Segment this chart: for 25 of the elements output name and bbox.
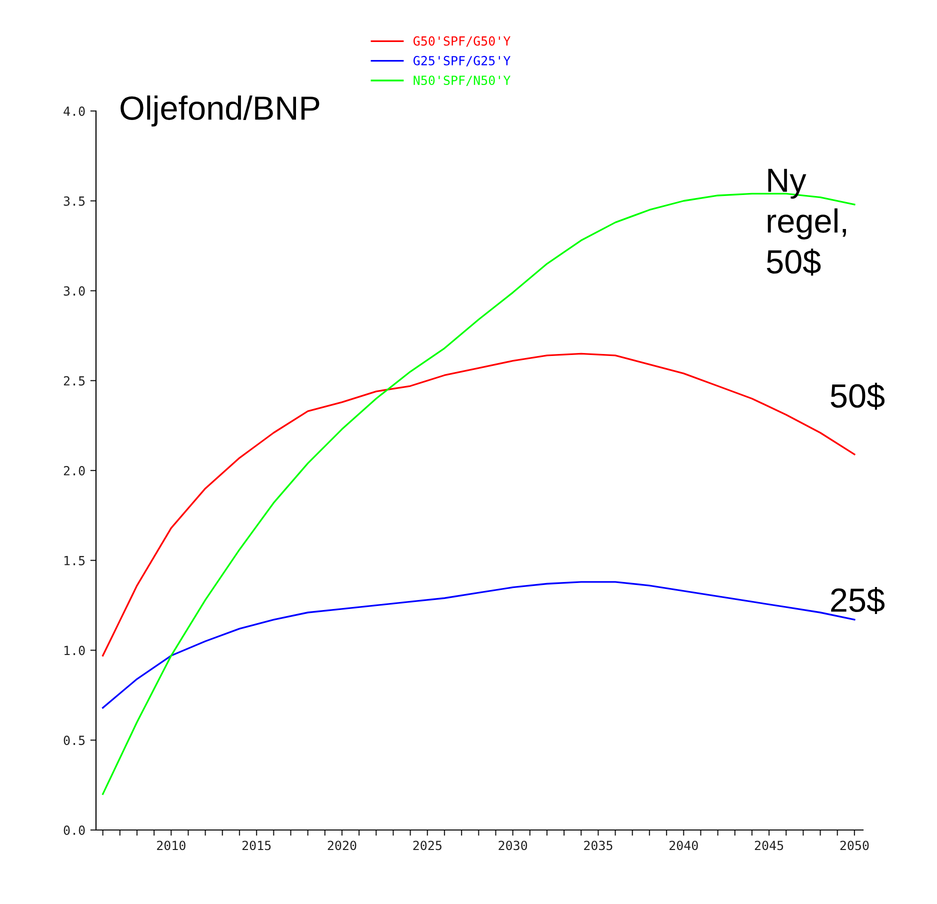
- x-tick-label: 2025: [413, 840, 442, 850]
- x-tick-label: 2045: [754, 840, 784, 850]
- x-tick-label: 2040: [670, 840, 698, 850]
- x-tick-label: 2050: [840, 840, 869, 850]
- x-tick-label: 2035: [584, 840, 612, 850]
- y-tick-label: 1.5: [64, 556, 85, 566]
- x-tick-label: 2010: [157, 840, 186, 850]
- legend-label: G50'SPF/G50'Y: [413, 36, 510, 47]
- y-tick-label: 0.5: [64, 736, 85, 746]
- annotation: 50$: [830, 382, 885, 410]
- annotation: 25$: [831, 586, 885, 614]
- y-tick-label: 4.0: [64, 106, 85, 116]
- y-tick-label: 3.0: [64, 286, 85, 296]
- y-tick-label: 0.0: [64, 826, 85, 835]
- legend-label: G25'SPF/G25'Y: [413, 56, 510, 66]
- y-tick-label: 2.0: [64, 466, 85, 476]
- chart-title: Oljefond/BNP: [120, 95, 320, 127]
- annotation: Ny regel, 50$: [766, 168, 846, 276]
- x-tick-label: 2030: [498, 840, 528, 850]
- y-tick-label: 2.5: [64, 376, 85, 386]
- x-tick-label: 2015: [242, 840, 271, 850]
- legend-label: N50'SPF/N50'Y: [414, 76, 510, 86]
- x-tick-label: 2020: [328, 840, 356, 850]
- y-tick-label: 3.5: [64, 196, 85, 206]
- y-tick-label: 1.0: [64, 646, 85, 656]
